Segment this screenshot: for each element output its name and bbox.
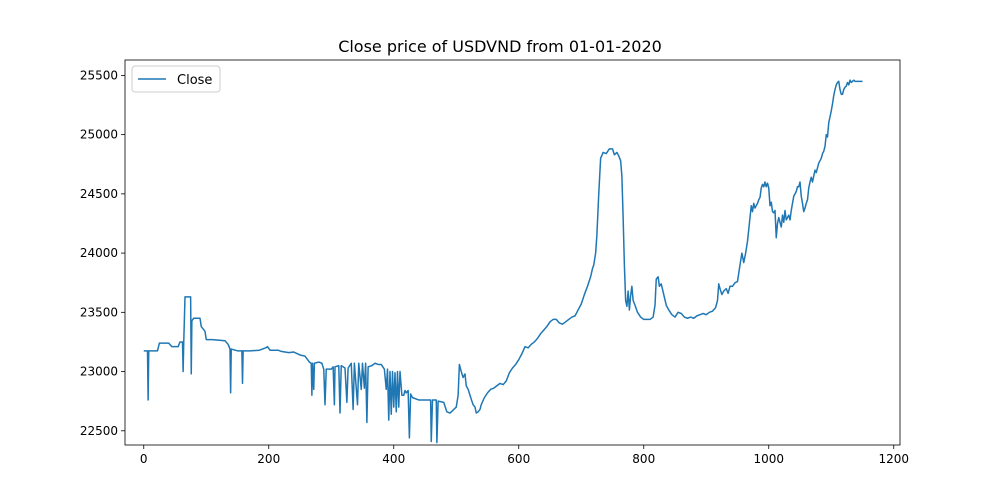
- y-tick-label: 24500: [80, 187, 118, 201]
- y-tick-label: 24000: [80, 246, 118, 260]
- y-tick-label: 25000: [80, 128, 118, 142]
- y-axis: 22500 23000 23500 24000 24500 25000 25500: [80, 68, 125, 438]
- legend-label-close: Close: [177, 73, 212, 88]
- y-tick-label: 23000: [80, 365, 118, 379]
- y-tick-label: 25500: [80, 68, 118, 82]
- chart-title: Close price of USDVND from 01-01-2020: [338, 37, 662, 56]
- y-tick-label: 22500: [80, 424, 118, 438]
- y-tick-label: 23500: [80, 305, 118, 319]
- legend-box: [131, 65, 221, 93]
- x-axis: 0 200 400 600 800 1000 1200: [140, 445, 909, 466]
- legend: Close: [131, 65, 221, 93]
- x-tick-label: 800: [632, 452, 655, 466]
- x-tick-label: 1200: [878, 452, 909, 466]
- x-tick-label: 400: [382, 452, 405, 466]
- x-tick-label: 1000: [753, 452, 784, 466]
- x-tick-label: 200: [257, 452, 280, 466]
- x-tick-label: 600: [507, 452, 530, 466]
- series-line-close: [143, 79, 863, 444]
- axes-frame: [124, 59, 901, 446]
- x-tick-label: 0: [140, 452, 148, 466]
